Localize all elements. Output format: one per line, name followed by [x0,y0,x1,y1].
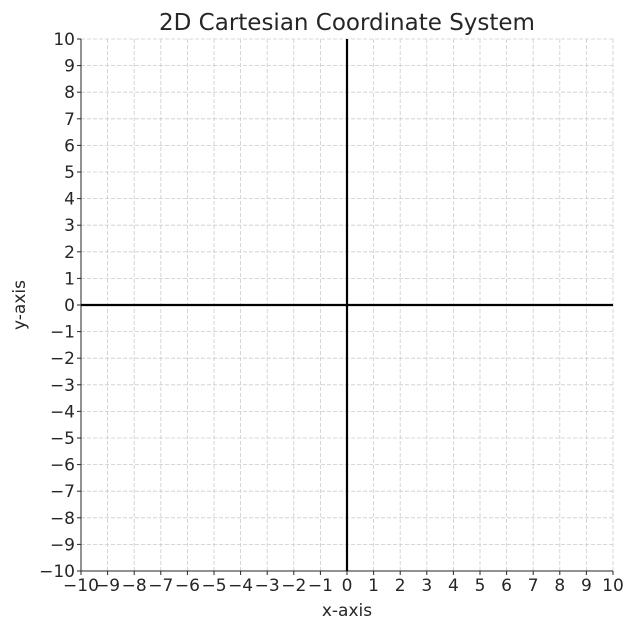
y-tick-label: 4 [64,190,75,210]
x-tick-label: 0 [342,576,353,596]
x-tick-label: −3 [255,576,280,596]
x-tick-label: 2 [395,576,406,596]
x-axis-ticks: −10−9 −8 −7 −6 −5 −4 −3 −2 −1 0 1 2 3 4 5 6 7 8 9 10 [63,571,624,596]
y-tick-label: −9 [50,535,75,555]
y-tick-label: −10 [39,562,75,582]
y-tick-label: 0 [64,296,75,316]
x-tick-label: 8 [554,576,565,596]
x-tick-label: 10 [602,576,624,596]
x-tick-label: −4 [228,576,253,596]
y-tick-label: −2 [50,349,75,369]
y-tick-label: 9 [64,57,75,77]
y-tick-label: −8 [50,509,75,529]
x-tick-label: 9 [581,576,592,596]
axis-lines [81,39,613,571]
y-tick-label: 3 [64,216,75,236]
x-tick-label: −2 [281,576,306,596]
x-tick-label: 6 [501,576,512,596]
y-tick-label: 8 [64,83,75,103]
y-tick-label: 2 [64,243,75,263]
x-tick-label: 1 [368,576,379,596]
x-tick-label: 7 [528,576,539,596]
x-tick-label: 3 [421,576,432,596]
x-tick-label: −9 [95,576,120,596]
x-tick-label: −8 [122,576,147,596]
y-tick-label: −3 [50,376,75,396]
y-tick-label: −4 [50,402,75,422]
y-tick-label: −1 [50,323,75,343]
y-tick-label: 6 [64,136,75,156]
x-tick-label: −5 [201,576,226,596]
x-tick-label: −1 [308,576,333,596]
y-axis-label: y-axis [10,280,30,330]
y-tick-label: 1 [64,269,75,289]
y-tick-label: 5 [64,163,75,183]
y-tick-label: −7 [50,482,75,502]
y-tick-label: 7 [64,110,75,130]
x-tick-label: 5 [475,576,486,596]
x-tick-label: −6 [175,576,200,596]
x-tick-label: −7 [148,576,173,596]
x-axis-label: x-axis [322,601,372,621]
y-tick-label: −6 [50,456,75,476]
x-tick-label: 4 [448,576,459,596]
chart-title: 2D Cartesian Coordinate System [159,10,535,36]
x-tick-label: −10 [63,576,99,596]
y-tick-label: −5 [50,429,75,449]
y-tick-label: 10 [53,30,75,50]
